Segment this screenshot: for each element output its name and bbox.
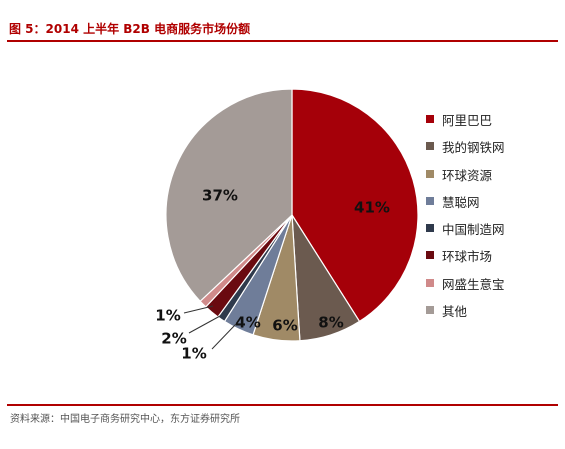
figure-title: 图 5：2014 上半年 B2B 电商服务市场份额	[9, 22, 251, 36]
legend-label: 环球资源	[442, 167, 493, 183]
legend-label: 我的钢铁网	[442, 140, 505, 156]
legend-swatch	[426, 251, 434, 260]
legend-swatch	[426, 196, 434, 205]
legend-label: 慧聪网	[442, 194, 480, 210]
leader-line	[188, 315, 221, 334]
leader-line	[183, 305, 214, 314]
legend-swatch	[426, 278, 434, 287]
data-label: 2%	[161, 330, 186, 348]
legend-swatch	[426, 115, 434, 123]
source-note: 资料来源：中国电子商务研究中心，东方证券研究所	[10, 414, 240, 425]
data-label: 37%	[202, 187, 238, 205]
legend-swatch	[426, 142, 434, 151]
data-label: 1%	[181, 345, 206, 363]
legend-label: 其他	[442, 304, 468, 320]
pie-slice	[165, 88, 293, 303]
legend-swatch	[426, 306, 434, 315]
data-label: 6%	[272, 317, 297, 335]
data-label: 1%	[155, 307, 180, 325]
data-label: 41%	[354, 199, 390, 217]
legend-swatch	[426, 169, 434, 178]
legend-label: 环球市场	[442, 249, 493, 265]
legend-label: 网盛生意宝	[442, 276, 505, 292]
leader-line	[211, 323, 237, 350]
title-rule	[7, 40, 558, 42]
footer-rule	[7, 404, 558, 406]
legend-label: 阿里巴巴	[442, 113, 493, 128]
pie-slice	[291, 88, 419, 323]
data-label: 8%	[318, 314, 343, 332]
legend-label: 中国制造网	[442, 222, 505, 238]
data-label: 4%	[235, 314, 260, 332]
legend-swatch	[426, 224, 434, 233]
